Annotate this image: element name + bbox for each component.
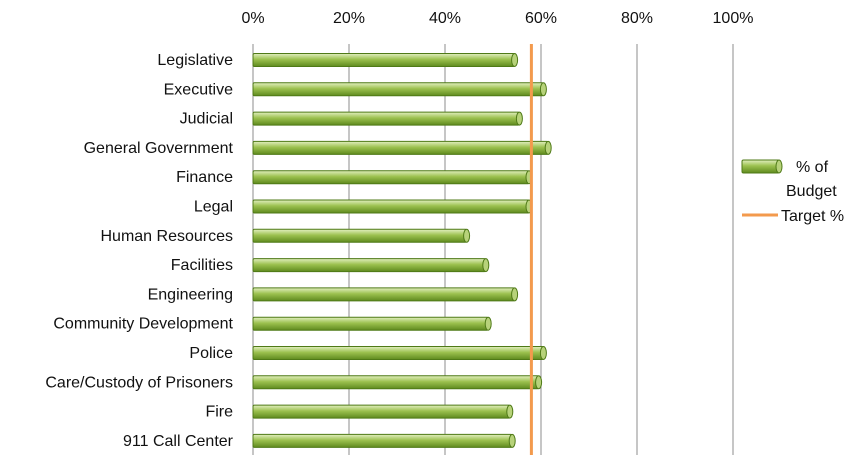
legend-label-budget-line1: % of xyxy=(796,159,829,176)
bar xyxy=(252,433,513,448)
bar xyxy=(252,404,511,419)
bar-end-cap xyxy=(482,258,490,273)
legend-label-budget-line2: Budget xyxy=(786,183,837,200)
bar-end-cap xyxy=(484,316,492,331)
legend-label-target: Target % xyxy=(781,208,844,225)
category-label: General Government xyxy=(84,140,234,157)
bar xyxy=(252,53,516,67)
legend-bar-swatch-cap xyxy=(775,159,783,174)
x-axis-ticks: 0% 20% 40% 60% 80% 100% xyxy=(241,10,753,27)
gridlines xyxy=(252,44,734,455)
bar xyxy=(252,140,549,155)
x-tick-label: 40% xyxy=(429,10,461,27)
category-label: Care/Custody of Prisoners xyxy=(45,374,233,391)
category-label: Human Resources xyxy=(101,228,234,245)
bar-end-cap xyxy=(539,346,547,360)
bar xyxy=(252,258,487,273)
x-tick-label: 60% xyxy=(525,10,557,27)
category-labels: Legislative Executive Judicial General Gove… xyxy=(45,52,233,450)
bar xyxy=(252,375,540,390)
x-tick-label: 100% xyxy=(713,10,754,27)
bar-end-cap xyxy=(511,53,519,67)
category-label: Legislative xyxy=(157,52,233,69)
category-label: Judicial xyxy=(180,111,233,128)
bar-end-cap xyxy=(506,404,514,419)
bar xyxy=(252,287,516,302)
x-tick-label: 80% xyxy=(621,10,653,27)
category-label: Finance xyxy=(176,169,233,186)
category-label: Engineering xyxy=(148,286,233,303)
category-label: Police xyxy=(189,345,233,362)
bar-end-cap xyxy=(508,433,516,448)
bar xyxy=(252,170,530,185)
category-label: Fire xyxy=(205,404,233,421)
bar-end-cap xyxy=(544,140,552,155)
bar-end-cap xyxy=(539,82,547,97)
category-label: Executive xyxy=(164,81,233,98)
x-tick-label: 20% xyxy=(333,10,365,27)
x-tick-label: 0% xyxy=(241,10,264,27)
bar-end-cap xyxy=(463,228,471,243)
bars xyxy=(252,53,552,448)
bar xyxy=(252,111,520,126)
bar xyxy=(252,316,489,331)
category-label: 911 Call Center xyxy=(123,433,234,450)
bar xyxy=(252,82,544,97)
category-label: Legal xyxy=(194,199,233,216)
bar-end-cap xyxy=(511,287,519,302)
legend: % of Budget Target % xyxy=(741,159,844,225)
bar xyxy=(252,346,544,360)
category-label: Facilities xyxy=(171,257,233,274)
category-label: Community Development xyxy=(53,316,233,333)
bar xyxy=(252,199,530,214)
legend-bar-swatch xyxy=(741,159,780,174)
bar-end-cap xyxy=(515,111,523,126)
bar-end-cap xyxy=(535,375,543,390)
bar xyxy=(252,228,468,243)
